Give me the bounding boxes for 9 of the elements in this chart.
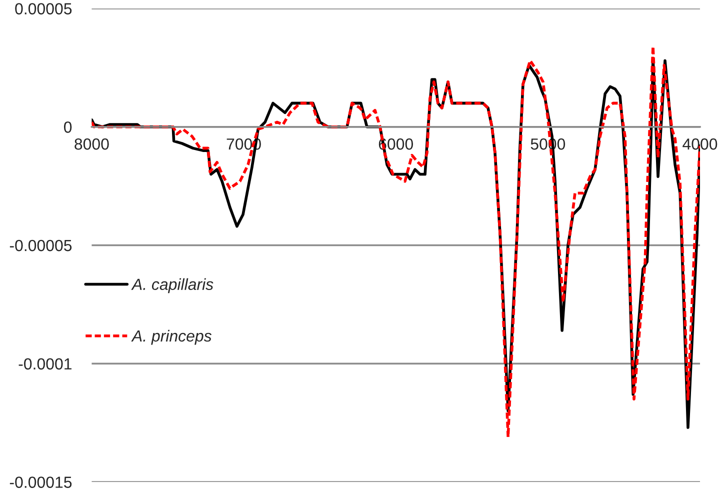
y-tick-label: -0.00005 — [10, 240, 72, 252]
y-tick-label: 0.00005 — [15, 3, 72, 14]
legend-label: A. princeps — [131, 330, 212, 345]
x-tick-label: 4000 — [682, 138, 718, 150]
y-tick-label: 0 — [64, 122, 72, 133]
y-tick-label: -0.0001 — [18, 358, 72, 370]
legend-label: A. capillaris — [131, 278, 214, 294]
x-tick-label: 8000 — [74, 138, 109, 150]
y-tick-label: -0.00015 — [10, 476, 72, 488]
